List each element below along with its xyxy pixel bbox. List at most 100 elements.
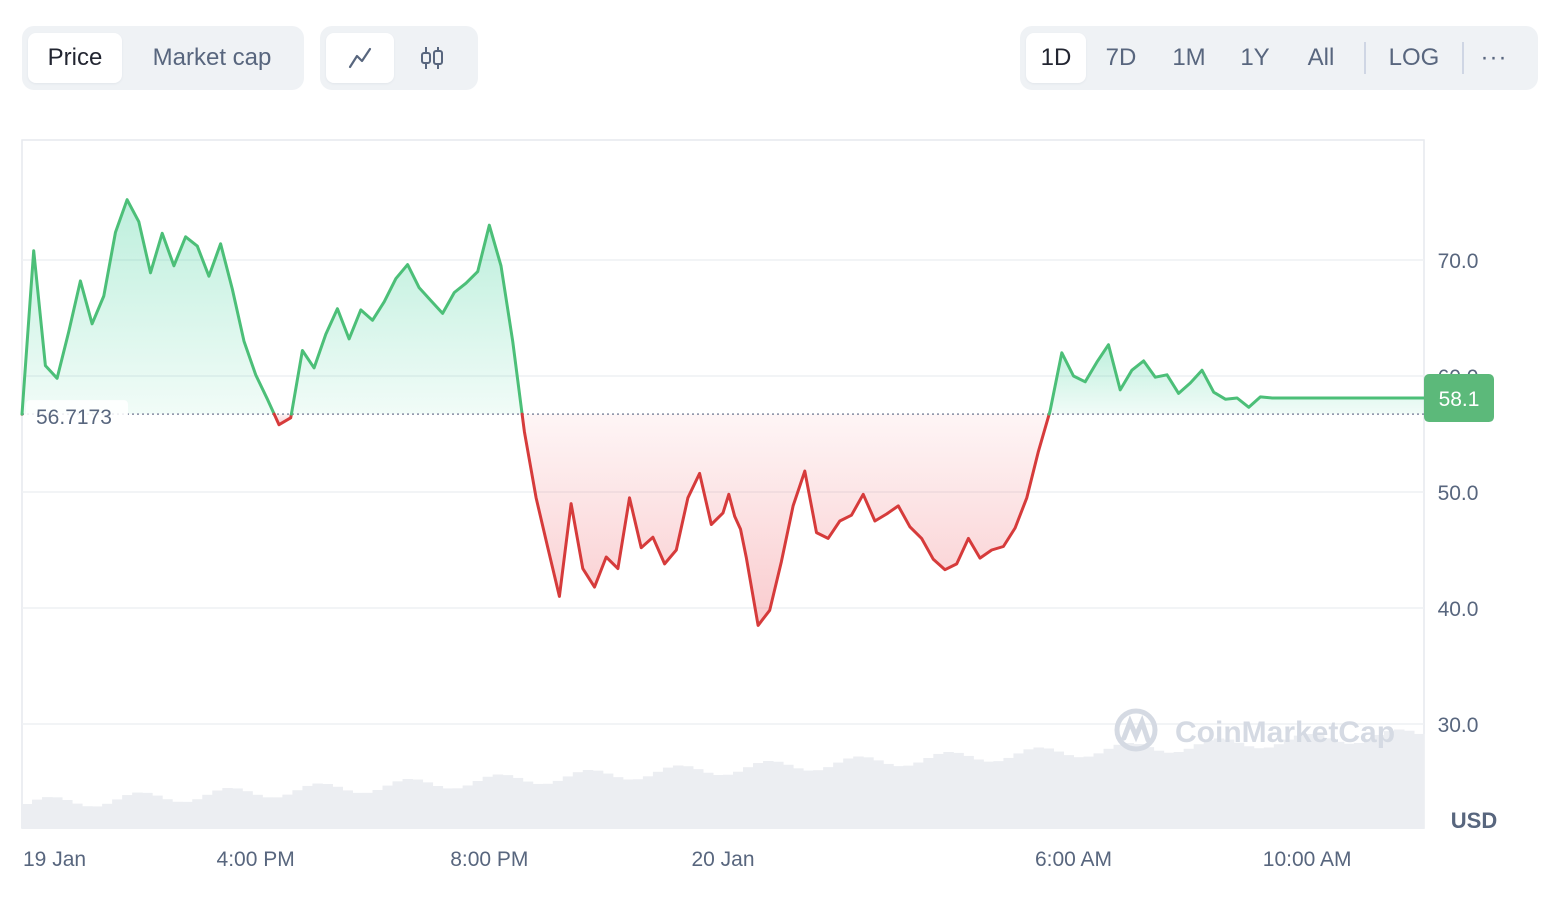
volume-bar (1153, 750, 1165, 828)
volume-bar (813, 770, 824, 828)
y-tick-label: 40.0 (1438, 598, 1479, 621)
log-scale-toggle[interactable]: LOG (1388, 44, 1440, 71)
volume-bar (442, 788, 454, 828)
range-1d[interactable]: 1D (1026, 33, 1086, 83)
range-7d[interactable]: 7D (1105, 44, 1137, 71)
volume-bar (1223, 739, 1235, 828)
volume-bar (1243, 746, 1255, 828)
volume-bar (202, 794, 213, 828)
range-1m[interactable]: 1M (1172, 44, 1206, 71)
volume-bar (532, 783, 544, 828)
volume-bar (1093, 753, 1105, 828)
volume-bar (803, 770, 814, 828)
volume-bar (332, 786, 343, 828)
volume-bar (783, 764, 794, 828)
volume-bar (152, 795, 163, 828)
volume-bar (592, 770, 604, 828)
volume-bar (652, 771, 664, 828)
volume-bar (632, 779, 644, 828)
volume-bar (562, 776, 574, 828)
volume-bar (903, 765, 914, 828)
volume-bar (212, 790, 223, 828)
volume-bar (823, 767, 834, 828)
price-line-up (20, 198, 276, 416)
x-tick-label: 19 Jan (23, 848, 86, 871)
tab-price[interactable]: Price (28, 33, 122, 83)
volume-bar (502, 775, 514, 828)
volume-bar (863, 757, 874, 828)
volume-bar (843, 758, 854, 828)
volume-bar (172, 801, 183, 828)
volume-bar (1373, 735, 1385, 828)
volume-bar (382, 785, 394, 828)
volume-bar (602, 773, 614, 828)
x-tick-label: 4:00 PM (217, 848, 295, 871)
volume-bar (222, 788, 233, 828)
volume-bar (723, 774, 734, 828)
area-fill-above-baseline (1049, 344, 1424, 415)
y-tick-label: 50.0 (1438, 482, 1479, 505)
price-line-up (1047, 343, 1426, 416)
volume-bar (883, 763, 894, 828)
volume-bar (753, 763, 764, 828)
volume-bar (1083, 756, 1095, 828)
volume-bar (252, 794, 263, 828)
volume-bar (232, 788, 243, 828)
time-range-tabs: 1D 7D 1M 1Y All LOG ··· (1020, 26, 1538, 90)
volume-bar (112, 799, 123, 828)
volume-bar (82, 806, 93, 828)
volume-bar (472, 780, 484, 828)
volume-bar (743, 767, 754, 828)
current-price-label: 58.1 (1439, 388, 1480, 411)
candlestick-chart-button[interactable] (398, 33, 466, 83)
volume-bar (1233, 742, 1245, 828)
volume-bar (893, 766, 904, 828)
y-tick-label: 30.0 (1438, 714, 1479, 737)
volume-bar (402, 779, 414, 828)
volume-bar (1023, 749, 1034, 828)
area-fill-above-baseline (291, 225, 523, 415)
volume-bar (22, 804, 33, 828)
volume-bar (933, 753, 944, 828)
price-line-down (272, 412, 293, 427)
volume-bar (702, 772, 714, 828)
volume-bar (1213, 738, 1225, 828)
volume-bar (542, 783, 554, 828)
volume-bar (1123, 743, 1135, 828)
volume-bar (62, 799, 73, 828)
volume-bar (432, 785, 444, 828)
volume-bar (132, 792, 143, 828)
range-1y[interactable]: 1Y (1240, 44, 1270, 71)
coinmarketcap-logo-icon (1114, 708, 1158, 752)
volume-bar (1013, 753, 1024, 828)
volume-bar (1103, 748, 1115, 828)
volume-bar (622, 779, 634, 828)
y-tick-label: 70.0 (1438, 250, 1479, 273)
volume-bar (1193, 744, 1205, 828)
volume-bar (1313, 735, 1325, 828)
volume-bar (1273, 744, 1285, 828)
volume-bar (522, 781, 534, 828)
watermark-text: CoinMarketCap (1175, 716, 1395, 749)
volume-bar (1363, 739, 1375, 828)
divider (1462, 42, 1464, 74)
x-tick-label: 10:00 AM (1263, 848, 1352, 871)
volume-bar (1003, 757, 1014, 828)
volume-bar (763, 761, 774, 828)
volume-bar (72, 803, 83, 828)
range-all[interactable]: All (1307, 44, 1335, 71)
volume-bar (793, 768, 804, 828)
volume-bar (1173, 752, 1185, 828)
volume-bar (1413, 733, 1425, 828)
volume-bar (1263, 747, 1275, 828)
volume-bar (422, 782, 434, 828)
volume-bar (1203, 740, 1215, 828)
area-fill-above-baseline (22, 199, 275, 415)
more-options-button[interactable]: ··· (1480, 44, 1508, 71)
line-chart-button[interactable] (326, 33, 394, 83)
tab-market-cap[interactable]: Market cap (152, 44, 272, 71)
volume-bar (1143, 747, 1155, 828)
volume-bar (1293, 735, 1305, 828)
volume-bar (1353, 742, 1365, 828)
baseline-label-background (26, 400, 128, 431)
